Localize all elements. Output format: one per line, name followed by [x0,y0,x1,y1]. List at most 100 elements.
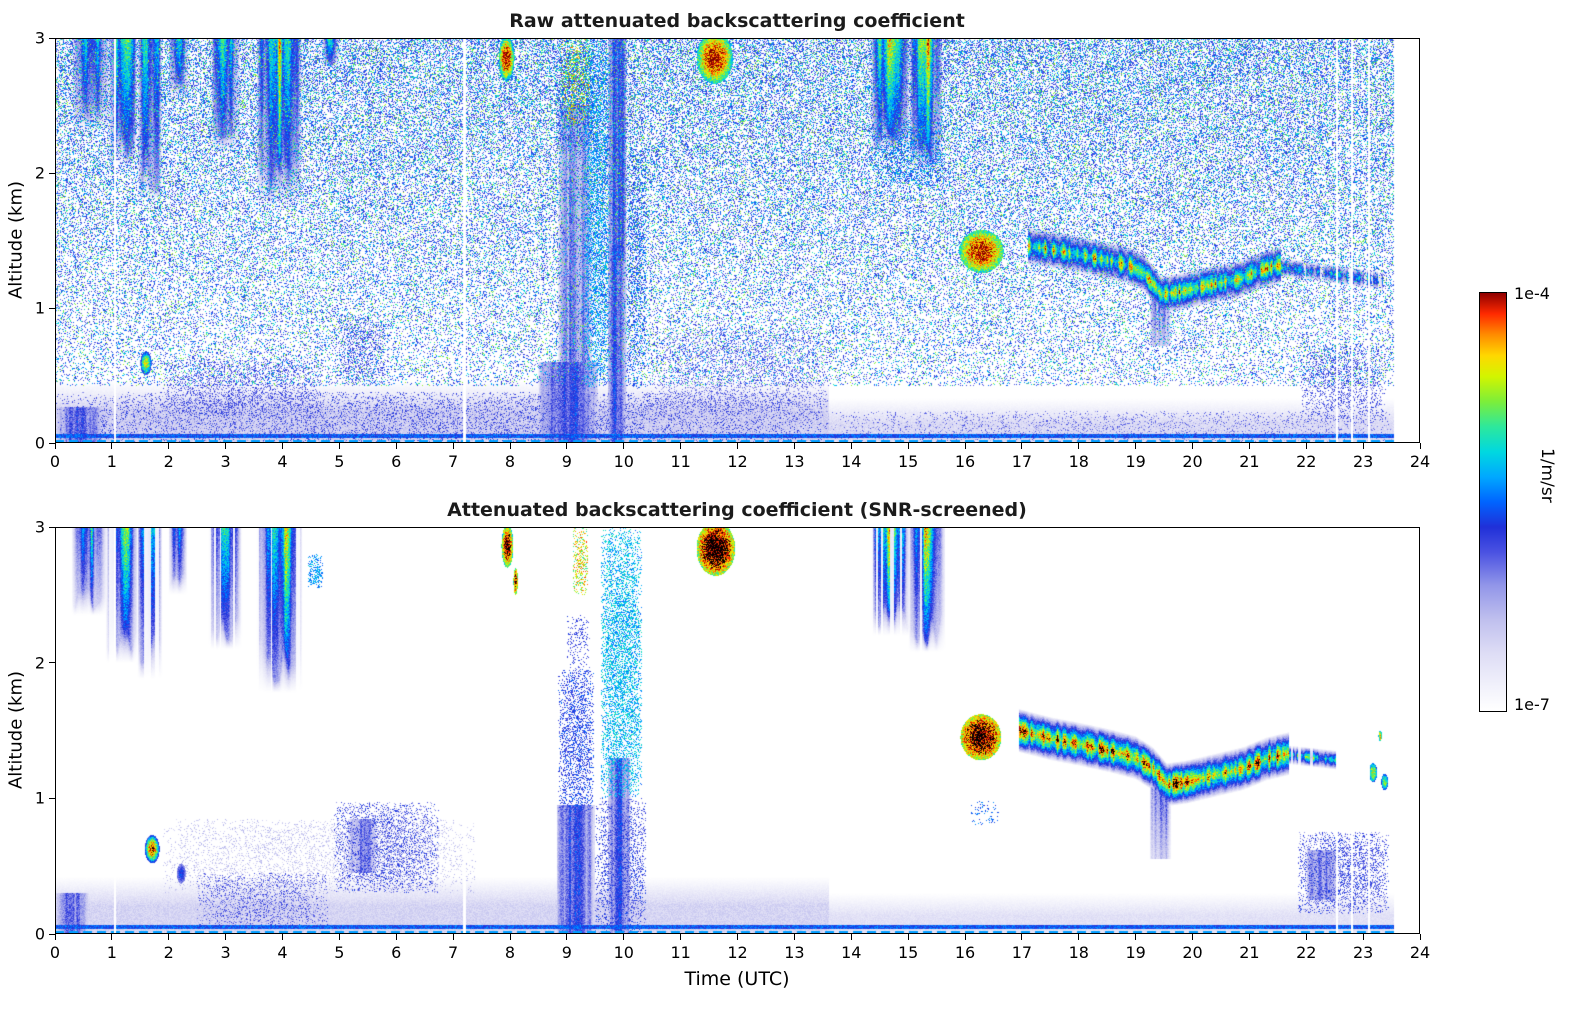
x-tick-mark [509,443,511,449]
x-tick-mark [680,443,682,449]
x-tick-mark [1248,934,1250,940]
x-tick-label: 24 [1409,943,1431,962]
x-tick-label: 10 [613,943,634,962]
x-tick-mark [1192,934,1193,940]
x-tick-label: 19 [1125,943,1146,962]
x-tick-label: 13 [784,452,805,471]
x-tick-label: 20 [1182,943,1203,962]
x-tick-mark [907,443,909,449]
x-tick-mark [737,934,738,940]
x-tick-label: 3 [220,943,231,962]
colorbar-max-label: 1e-4 [1514,284,1550,303]
x-tick-mark [282,934,283,940]
x-tick-mark [737,443,738,449]
x-tick-label: 20 [1182,452,1203,471]
heatmap-canvas-raw [55,38,1420,443]
x-tick-label: 6 [391,943,402,962]
x-tick-mark [282,443,283,449]
x-tick-label: 18 [1068,452,1089,471]
x-tick-label: 8 [504,452,516,471]
x-tick-mark [1192,443,1193,449]
y-tick-label: 3 [34,28,45,48]
x-tick-mark [793,934,795,940]
x-tick-mark [509,934,511,940]
x-tick-mark [1419,934,1421,940]
x-tick-mark [964,934,966,940]
x-tick-label: 12 [727,452,748,471]
x-tick-mark [1078,934,1080,940]
y-axis-label-screened: Altitude (km) [5,670,27,790]
x-tick-label: 18 [1068,943,1089,962]
x-tick-label: 17 [1011,943,1033,962]
y-tick-label: 2 [34,653,45,673]
x-tick-label: 3 [220,452,231,471]
x-tick-label: 9 [561,943,572,962]
x-tick-mark [1362,443,1364,449]
x-tick-label: 22 [1296,943,1317,962]
x-tick-mark [225,934,227,940]
colorbar [1479,292,1507,712]
x-tick-mark [395,443,397,449]
y-axis-label-raw: Altitude (km) [5,180,27,300]
x-tick-mark [1305,934,1307,940]
x-tick-mark [111,934,113,940]
x-tick-mark [54,443,56,449]
x-tick-mark [566,443,568,449]
x-tick-label: 14 [841,943,862,962]
x-tick-mark [111,443,113,449]
x-tick-mark [1362,934,1364,940]
x-tick-mark [850,934,852,940]
x-tick-label: 16 [954,452,976,471]
x-tick-mark [623,443,625,449]
y-tick-label: 0 [34,924,45,944]
x-tick-label: 1 [106,452,117,471]
x-tick-label: 15 [897,943,919,962]
x-tick-mark [623,934,625,940]
x-tick-label: 2 [163,452,174,471]
y-tick-label: 1 [34,298,45,318]
colorbar-min-label: 1e-7 [1514,695,1550,714]
y-tick-label: 0 [34,433,45,453]
x-tick-label: 12 [727,943,748,962]
heatmap-canvas-screened [55,527,1420,934]
x-tick-label: 5 [334,943,345,962]
x-tick-mark [850,443,852,449]
colorbar-units-label: 1/m/sr [1537,448,1557,503]
x-tick-mark [452,934,454,940]
x-tick-mark [680,934,682,940]
y-tick-mark [49,797,55,799]
x-tick-label: 23 [1352,943,1374,962]
x-tick-mark [964,443,966,449]
x-tick-mark [566,934,568,940]
x-tick-mark [168,934,170,940]
x-tick-mark [1305,443,1307,449]
y-tick-mark [49,307,55,309]
x-tick-label: 4 [277,452,288,471]
x-tick-mark [907,934,909,940]
panel-title-raw: Raw attenuated backscattering coefficien… [509,10,965,32]
y-tick-mark [49,662,55,664]
x-tick-label: 0 [49,452,61,471]
x-tick-label: 4 [277,943,288,962]
y-tick-label: 1 [34,788,45,808]
x-tick-label: 13 [784,943,805,962]
x-tick-label: 19 [1125,452,1146,471]
x-tick-mark [54,934,56,940]
x-tick-mark [452,443,454,449]
panel-title-screened: Attenuated backscattering coefficient (S… [447,499,1027,521]
y-tick-label: 3 [34,517,45,537]
x-tick-label: 2 [163,943,174,962]
x-tick-label: 7 [448,943,459,962]
x-tick-mark [338,934,340,940]
x-tick-label: 9 [561,452,572,471]
y-tick-mark [49,172,55,174]
x-tick-label: 7 [448,452,459,471]
x-tick-label: 16 [954,943,976,962]
x-tick-mark [1078,443,1080,449]
x-axis-label: Time (UTC) [684,968,790,990]
x-tick-mark [225,443,227,449]
x-tick-mark [1135,934,1137,940]
x-tick-label: 21 [1239,943,1260,962]
x-tick-label: 10 [613,452,634,471]
x-tick-label: 14 [841,452,862,471]
